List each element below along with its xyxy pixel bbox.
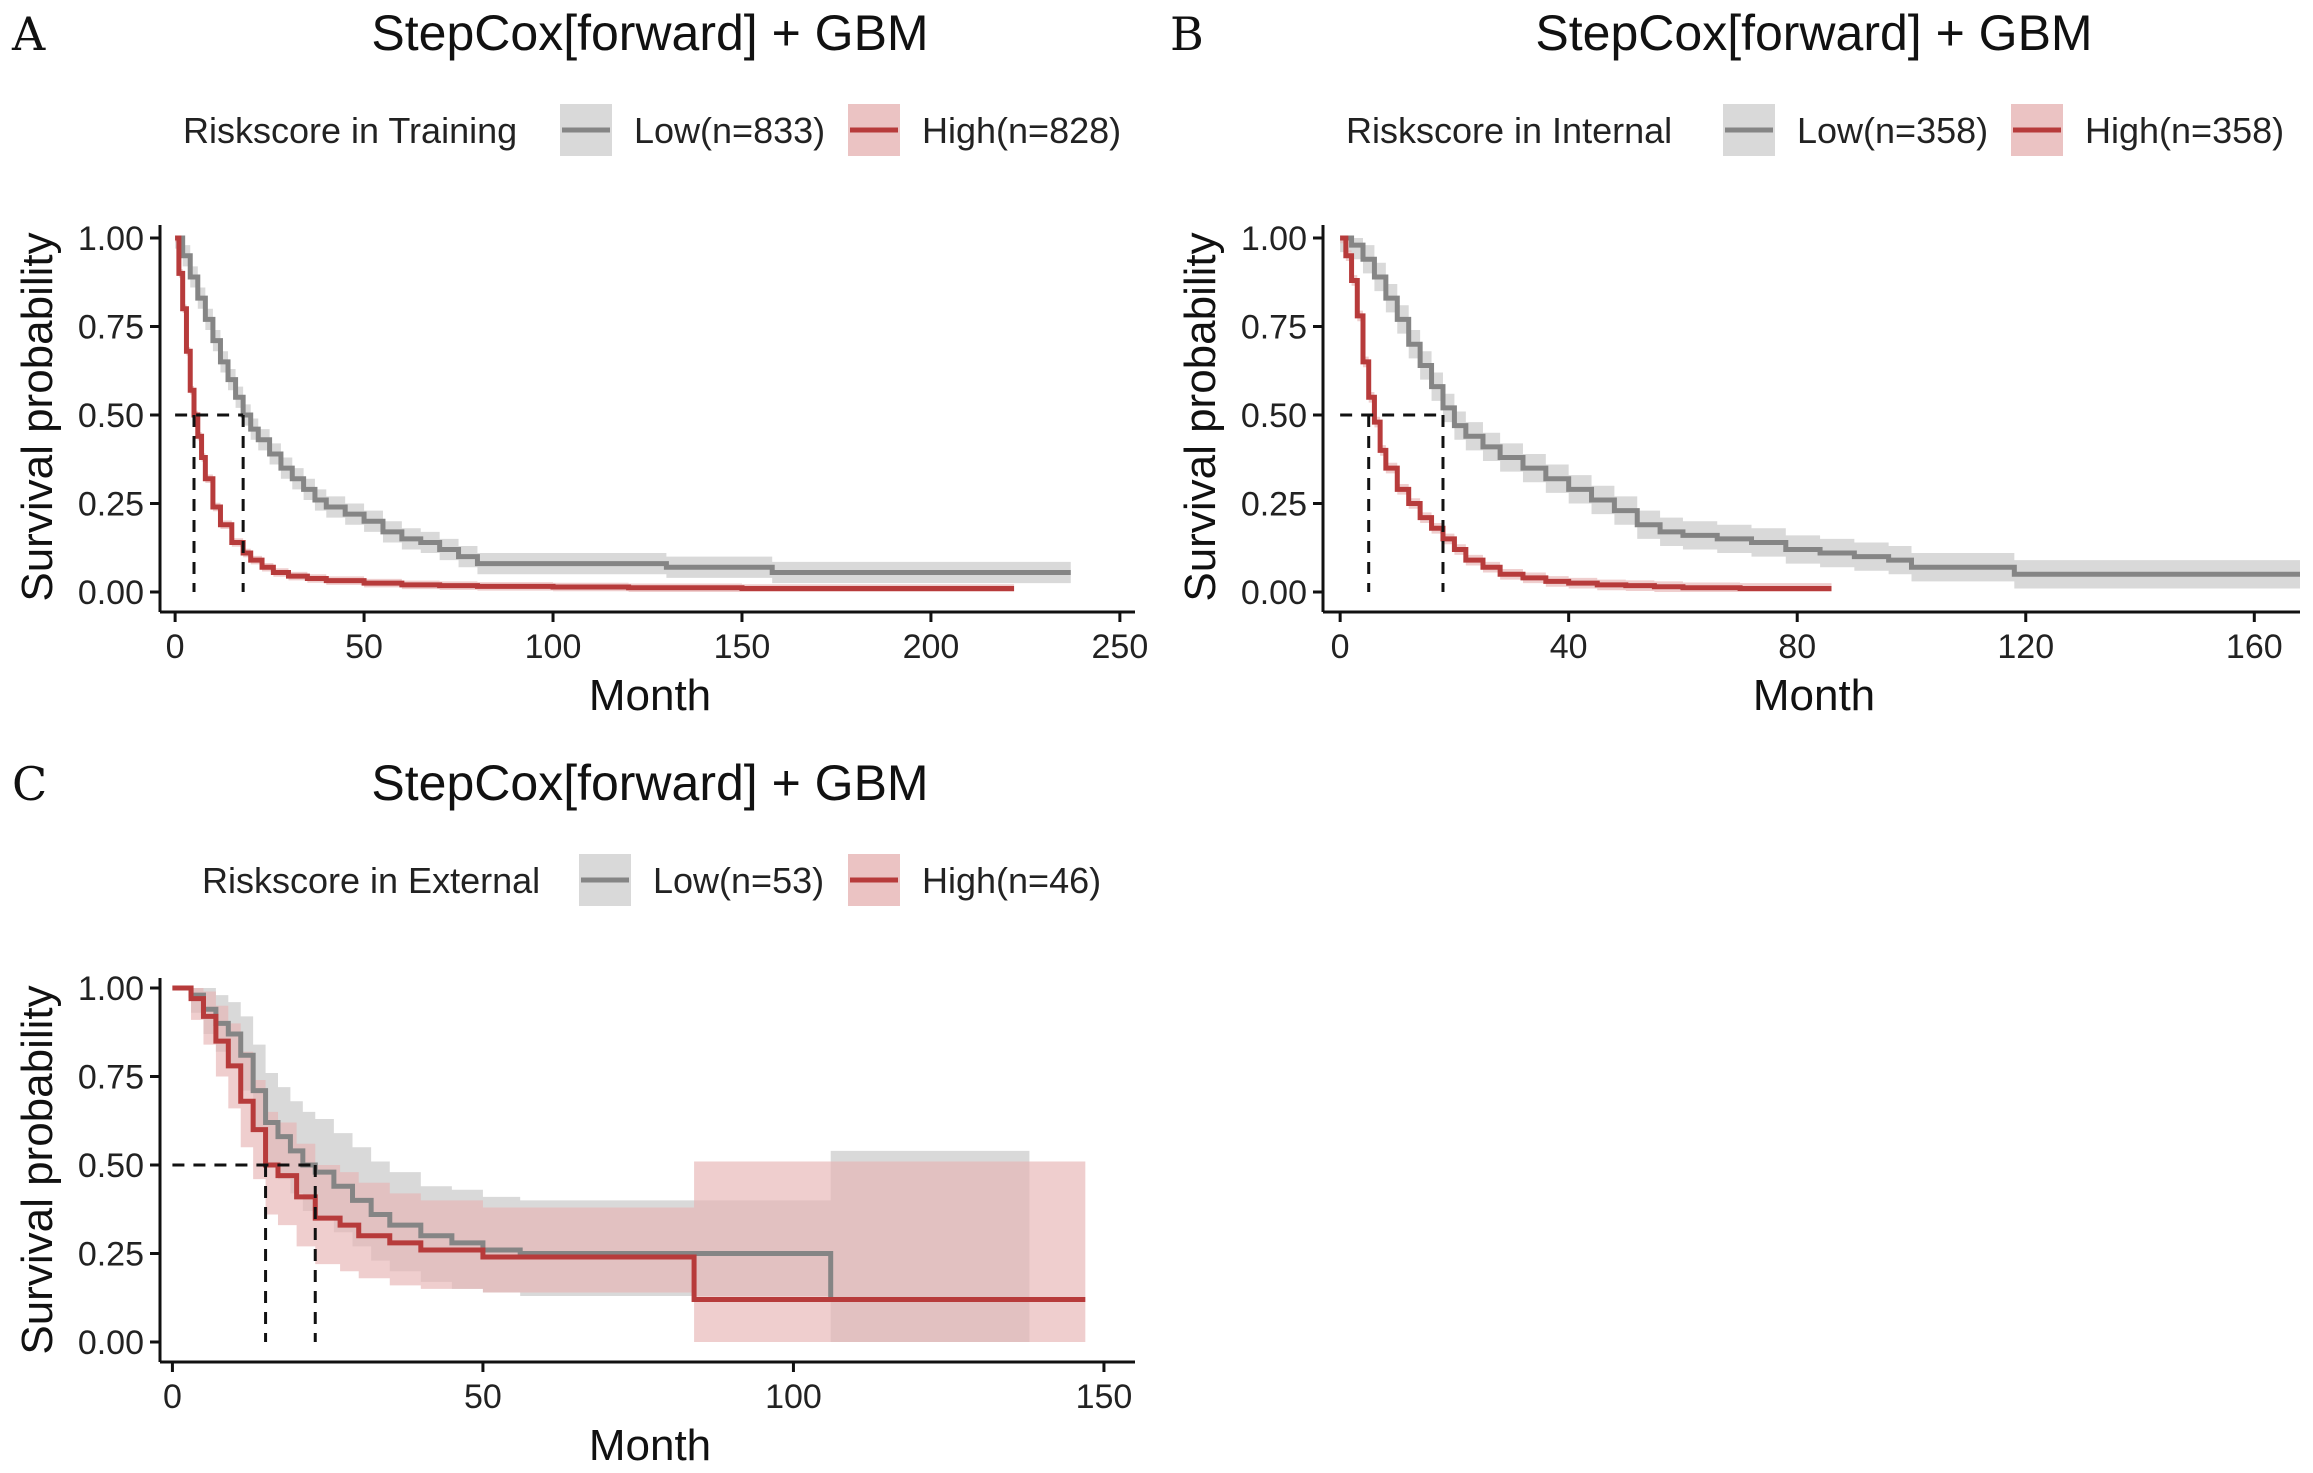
legend-label-high: High(n=46): [922, 860, 1101, 901]
x-tick-label: 0: [163, 1378, 182, 1416]
legend-label-low: Low(n=53): [653, 860, 824, 901]
chart-title: StepCox[forward] + GBM: [371, 5, 928, 61]
legend-label-high: High(n=828): [922, 110, 1121, 151]
y-tick-label: 1.00: [78, 970, 144, 1008]
legend-label-high: High(n=358): [2085, 110, 2284, 151]
y-tick-label: 1.00: [78, 220, 144, 258]
legend: Riskscore in Internal Low(n=358) High(n=…: [1346, 104, 2284, 156]
chart-title: StepCox[forward] + GBM: [371, 755, 928, 811]
x-axis-label: Month: [589, 671, 711, 720]
y-tick-label: 0.75: [1241, 309, 1307, 347]
y-tick-label: 0.00: [78, 1324, 144, 1362]
x-tick-label: 0: [166, 628, 185, 666]
x-tick-label: 0: [1331, 628, 1350, 666]
legend-title: Riskscore in External: [202, 860, 540, 901]
y-tick-label: 0.75: [78, 309, 144, 347]
legend-title: Riskscore in Training: [183, 110, 517, 151]
ci-band-low: [1340, 238, 2300, 589]
survival-curve-high: [1340, 235, 1832, 591]
panel-a: A StepCox[forward] + GBM Riskscore in Tr…: [11, 5, 1148, 720]
x-axis-label: Month: [1753, 671, 1875, 720]
survival-curve-low: [1340, 235, 2300, 577]
panel-letter: A: [11, 7, 46, 61]
y-tick-label: 0.25: [78, 1236, 144, 1274]
panel-b: B StepCox[forward] + GBM Riskscore in In…: [1170, 5, 2300, 720]
ci-band-high: [175, 238, 1015, 592]
x-tick-label: 40: [1550, 628, 1588, 666]
x-tick-label: 80: [1778, 628, 1816, 666]
y-tick-label: 0.50: [78, 1147, 144, 1185]
y-tick-label: 0.25: [1241, 486, 1307, 524]
x-tick-label: 150: [714, 628, 771, 666]
panel-c: C StepCox[forward] + GBM Riskscore in Ex…: [12, 755, 1135, 1470]
y-tick-label: 0.50: [1241, 397, 1307, 435]
chart-title: StepCox[forward] + GBM: [1535, 5, 2092, 61]
x-tick-label: 200: [903, 628, 960, 666]
y-tick-label: 0.75: [78, 1059, 144, 1097]
x-tick-label: 100: [765, 1378, 822, 1416]
y-axis-label: Survival probability: [13, 985, 62, 1354]
y-tick-label: 0.00: [1241, 574, 1307, 612]
panel-letter: C: [12, 757, 47, 811]
ci-band-low: [175, 238, 1071, 584]
panel-letter: B: [1170, 7, 1204, 61]
survival-curve-low: [175, 235, 1071, 576]
x-tick-label: 100: [525, 628, 582, 666]
x-tick-label: 50: [345, 628, 383, 666]
x-tick-label: 120: [1997, 628, 2054, 666]
legend-label-low: Low(n=358): [1797, 110, 1988, 151]
y-axis-label: Survival probability: [1176, 232, 1225, 601]
legend-title: Riskscore in Internal: [1346, 110, 1672, 151]
y-tick-label: 0.25: [78, 486, 144, 524]
legend: Riskscore in External Low(n=53) High(n=4…: [202, 854, 1101, 906]
survival-curve-high: [172, 985, 1086, 1303]
y-tick-label: 0.00: [78, 574, 144, 612]
y-axis-label: Survival probability: [13, 232, 62, 601]
ci-band-high: [172, 988, 1086, 1342]
x-tick-label: 50: [464, 1378, 502, 1416]
x-tick-label: 150: [1076, 1378, 1133, 1416]
y-tick-label: 0.50: [78, 397, 144, 435]
x-axis-label: Month: [589, 1421, 711, 1470]
y-tick-label: 1.00: [1241, 220, 1307, 258]
legend: Riskscore in Training Low(n=833) High(n=…: [183, 104, 1121, 156]
x-tick-label: 250: [1092, 628, 1149, 666]
legend-label-low: Low(n=833): [634, 110, 825, 151]
x-tick-label: 160: [2226, 628, 2283, 666]
survival-curve-high: [175, 235, 1015, 591]
